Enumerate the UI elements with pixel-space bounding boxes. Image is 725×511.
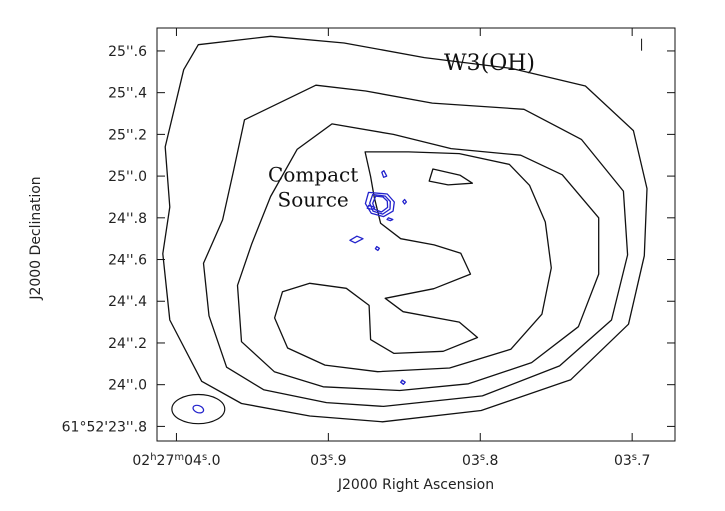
- y-tick-label-0: 25''.6: [108, 44, 147, 60]
- contour-1: [202, 84, 629, 408]
- y-tick-label-3: 25''.0: [108, 169, 147, 185]
- annotation-1: Source: [278, 187, 349, 211]
- tick-label-layer: 25''.6 25''.4 25''.2 25''.0 24''.8 24''.6 24''…: [62, 44, 651, 469]
- contour-7: [364, 191, 395, 218]
- y-tick-label-8: 24''.0: [108, 378, 147, 394]
- x-axis-label: J2000 Right Ascension: [337, 477, 494, 493]
- x-tick-label-0: 02h27m04s.0: [132, 452, 220, 470]
- beam-circle: [171, 393, 226, 425]
- contour-6: [369, 193, 391, 215]
- annotation-0: Compact: [268, 162, 358, 186]
- contour-11: [374, 245, 381, 252]
- y-tick-label-9: 61°52'23''.8: [62, 419, 147, 435]
- plot-frame: [156, 27, 676, 442]
- x-tick-label-1: 03s.9: [310, 452, 346, 470]
- chart-title: W3(OH): [444, 51, 535, 76]
- contour-9: [386, 217, 394, 222]
- beam-ellipse: [192, 404, 205, 414]
- contour-12: [381, 170, 388, 178]
- y-tick-label-6: 24''.4: [108, 294, 147, 310]
- y-tick-label-5: 24''.6: [108, 253, 147, 269]
- y-tick-label-1: 25''.4: [108, 86, 147, 102]
- contour-8: [366, 204, 376, 211]
- tick-layer: [157, 28, 675, 441]
- contour-14: [400, 379, 406, 385]
- contour-4: [428, 168, 474, 186]
- contour-10: [349, 235, 364, 244]
- y-axis-label: J2000 Declination: [28, 176, 44, 300]
- contour-13: [402, 198, 408, 205]
- contour-layer: [162, 35, 648, 423]
- contour-0: [162, 35, 648, 423]
- x-tick-label-3: 03s.7: [614, 452, 650, 470]
- x-tick-label-2: 03s.8: [462, 452, 498, 470]
- y-tick-label-4: 24''.8: [108, 211, 147, 227]
- contour-5: [372, 195, 389, 213]
- y-tick-label-2: 25''.2: [108, 127, 147, 143]
- contour-3: [273, 151, 552, 373]
- contour-2: [236, 123, 600, 392]
- beam-layer: [171, 38, 643, 425]
- y-tick-label-7: 24''.2: [108, 336, 147, 352]
